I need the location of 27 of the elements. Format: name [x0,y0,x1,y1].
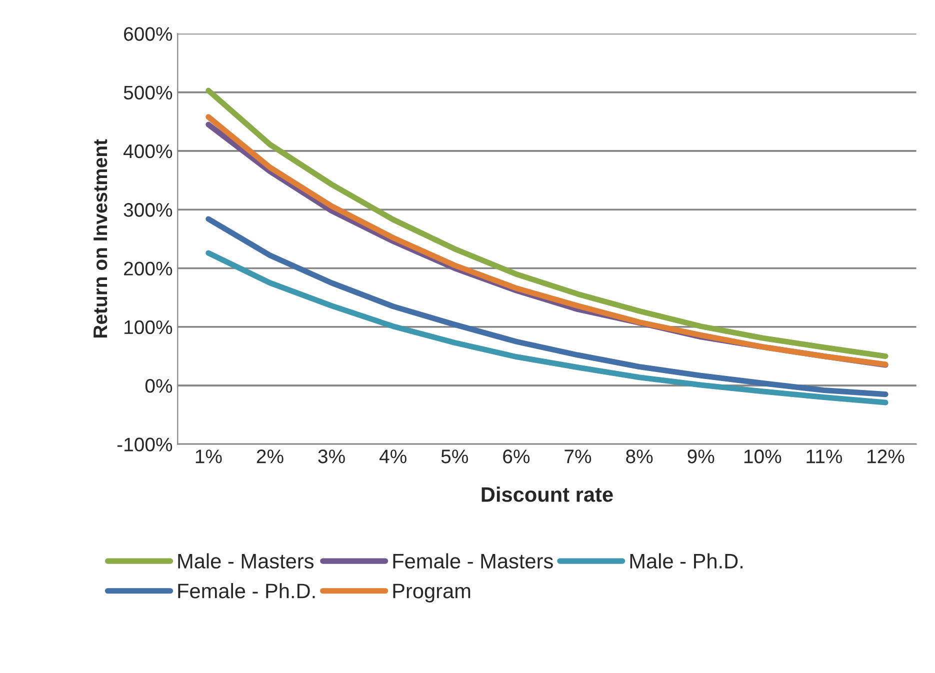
x-tick-label: 1% [196,450,222,464]
y-tick-label: -100% [117,438,172,452]
legend-label: Female - Ph.D. [178,583,315,598]
legend-label: Male - Masters [178,553,314,569]
x-tick-label: 12% [868,450,904,464]
x-tick-label: 7% [564,450,592,464]
y-tick-label: 600% [124,27,172,41]
y-tick-label: 300% [124,203,172,217]
x-tick-label: 9% [688,450,714,464]
x-tick-label: 5% [441,450,468,464]
x-tick-label: 11% [806,450,842,464]
x-tick-label: 8% [626,450,653,464]
x-tick-label: 10% [744,450,782,464]
y-tick-label: 400% [124,144,172,158]
y-axis-title: Return on Investment [94,139,108,338]
y-tick-label: 500% [124,86,172,100]
legend-label: Program [393,584,470,603]
legend-label: Female - Masters [393,553,553,569]
x-tick-label: 3% [318,450,345,464]
x-tick-label: 4% [379,450,406,464]
y-tick-label: 200% [124,262,172,276]
x-tick-label: 6% [503,450,530,464]
y-tick-label: 100% [124,320,172,334]
x-tick-label: 2% [256,450,284,464]
y-tick-label: 0% [145,379,172,393]
x-axis-title: Discount rate [482,486,613,502]
legend-label: Male - Ph.D. [630,553,743,569]
